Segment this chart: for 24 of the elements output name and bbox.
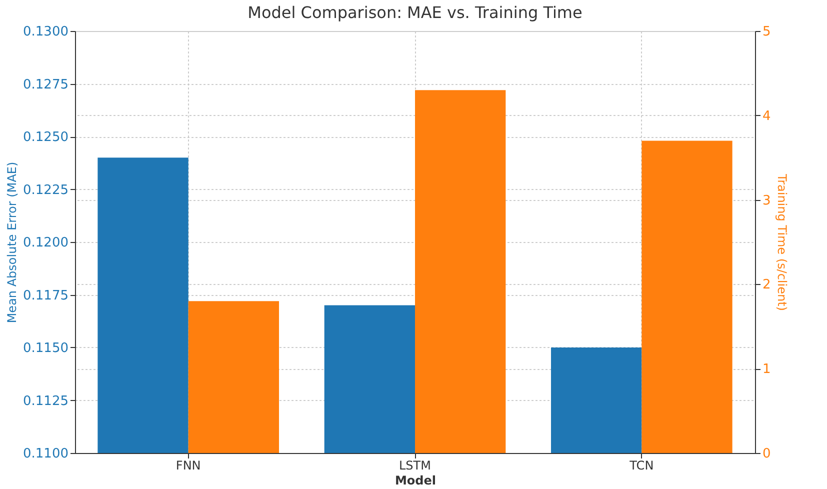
x-tick-label: LSTM — [399, 458, 431, 472]
x-axis-title: Model — [394, 474, 436, 488]
x-tick-label: TCN — [628, 458, 654, 472]
y-tick-label: 0.1150 — [23, 341, 68, 356]
y2-tick-label: 4 — [762, 108, 771, 124]
y-tick-label: 0.1175 — [23, 288, 68, 304]
y-axis-title: Mean Absolute Error (MAE) — [5, 162, 20, 324]
bar — [415, 90, 506, 453]
y2-tick-label: 0 — [762, 446, 771, 462]
y-tick-label: 0.1100 — [23, 446, 68, 462]
y2-tick-label: 3 — [762, 193, 771, 208]
y2-tick-label: 5 — [762, 24, 771, 40]
y-tick-label: 0.1125 — [23, 394, 68, 409]
y-tick-label: 0.1225 — [23, 182, 68, 198]
y-tick-label: 0.1300 — [23, 24, 68, 40]
y2-tick-label: 2 — [762, 278, 771, 293]
bar — [642, 140, 732, 453]
y2-axis-title: Training Time (s/client) — [774, 173, 789, 311]
y2-tick-label: 1 — [762, 362, 771, 378]
y-tick-label: 0.1200 — [23, 236, 68, 250]
chart-title: Model Comparison: MAE vs. Training Time — [248, 3, 582, 22]
x-tick-label: FNN — [176, 458, 201, 472]
y-tick-label: 0.1250 — [23, 130, 68, 145]
y-tick-label: 0.1275 — [23, 77, 68, 92]
